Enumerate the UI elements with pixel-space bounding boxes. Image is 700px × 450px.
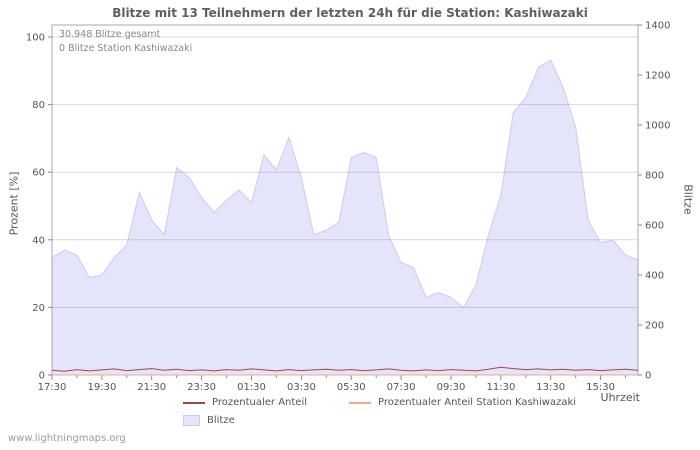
legend-swatch-prozentualer-anteil [183,401,205,404]
y-right-tick-label: 1200 [645,71,670,82]
legend-label-blitze: Blitze [207,415,235,426]
legend-label-prozentualer-anteil-station: Prozentualer Anteil Station Kashiwazaki [378,397,577,408]
legend-label-prozentualer-anteil: Prozentualer Anteil [212,397,308,408]
x-axis-tick-label: 05:30 [337,382,366,393]
x-axis-tick-label: 07:30 [387,382,416,393]
x-axis-tick-label: 23:30 [187,382,216,393]
legend-item-prozentualer-anteil-station: Prozentualer Anteil Station Kashiwazaki [349,397,576,408]
legend-swatch-prozentualer-anteil-station [349,401,372,404]
y-right-tick-label: 0 [645,371,651,382]
y-right-tick-label: 200 [645,321,664,332]
x-axis-tick-label: 19:30 [87,382,116,393]
x-axis-label: Uhrzeit [600,391,640,404]
legend-item-prozentualer-anteil: Prozentualer Anteil [183,397,307,408]
x-axis-tick-label: 15:30 [586,382,615,393]
x-axis-tick-label: 09:30 [437,382,466,393]
chart-title: Blitze mit 13 Teilnehmern der letzten 24… [112,6,588,20]
y-axis-left-label: Prozent [%] [7,171,21,236]
annotation-station-blitze: 0 Blitze Station Kashiwazaki [59,43,193,54]
y-left-tick-label: 100 [26,33,45,44]
y-left-tick-label: 80 [32,100,45,111]
series-line-prozentualer-anteil [51,366,639,372]
y-right-tick-label: 1400 [645,21,670,32]
x-axis-tick-label: 01:30 [237,382,266,393]
annotation-total-blitze: 30.948 Blitze gesamt [59,29,161,40]
y-right-tick-label: 800 [645,171,664,182]
y-left-tick-label: 40 [32,235,45,246]
y-right-tick-label: 600 [645,221,664,232]
legend-row-lines: Prozentualer Anteil Prozentualer Anteil … [183,397,576,408]
y-right-tick-label: 400 [645,271,664,282]
x-axis-tick-label: 11:30 [486,382,515,393]
x-axis-tick-label: 03:30 [287,382,316,393]
legend-row-area: Blitze [183,415,235,426]
legend-swatch-blitze [183,415,200,426]
y-left-tick-label: 20 [32,303,45,314]
y-axis-right-label: Blitze [681,184,695,215]
y-right-tick-label: 1000 [645,121,670,132]
x-axis-tick-label: 21:30 [137,382,166,393]
x-axis-tick-label: 13:30 [536,382,565,393]
watermark-text: www.lightningmaps.org [8,433,126,444]
x-axis-tick-label: 17:30 [38,382,67,393]
legend-item-blitze: Blitze [183,415,235,426]
y-left-tick-label: 60 [32,168,45,179]
y-left-tick-label: 0 [39,371,45,382]
series-area-blitze [51,59,639,376]
